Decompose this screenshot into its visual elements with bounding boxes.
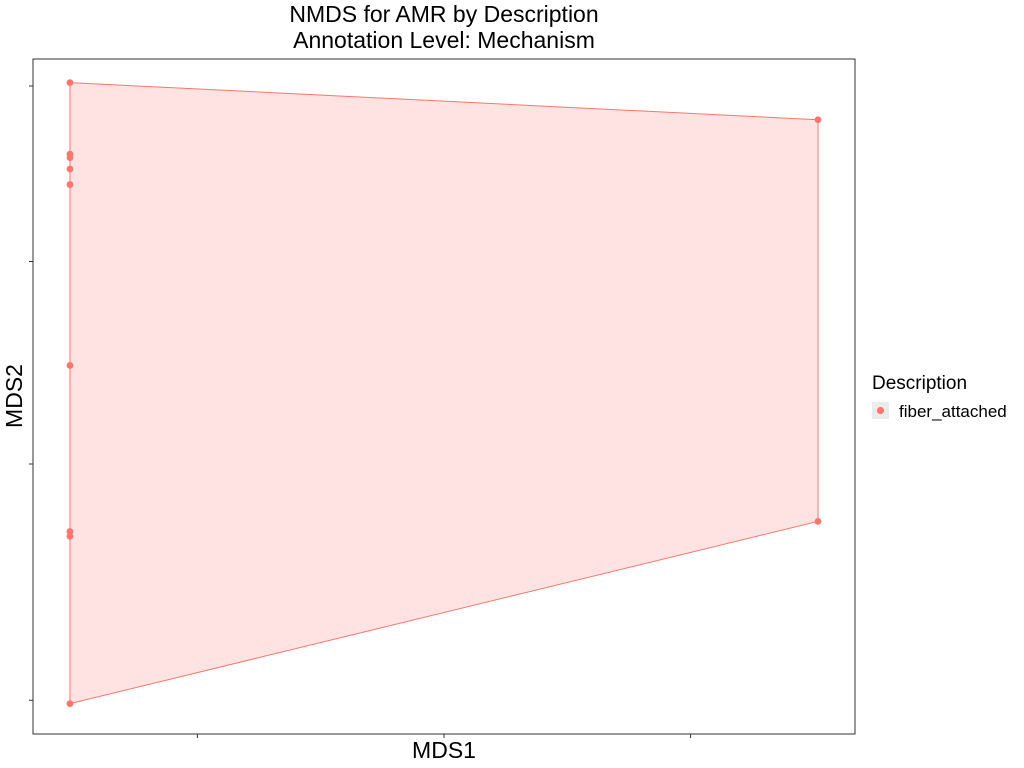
data-point bbox=[66, 532, 74, 540]
data-point bbox=[66, 528, 74, 535]
axis-ticks bbox=[29, 85, 692, 738]
data-point bbox=[66, 700, 74, 708]
y-axis-label: MDS2 bbox=[1, 364, 27, 428]
legend-entry-label: fiber_attached bbox=[899, 402, 1007, 421]
data-point bbox=[814, 517, 822, 525]
legend: Description fiber_attached bbox=[872, 373, 1007, 421]
chart-subtitle: Annotation Level: Mechanism bbox=[293, 27, 595, 53]
data-point bbox=[66, 165, 74, 173]
x-axis-label: MDS1 bbox=[412, 737, 476, 763]
data-point bbox=[66, 154, 74, 161]
data-point bbox=[66, 79, 74, 87]
data-point bbox=[66, 362, 74, 369]
points-layer bbox=[66, 79, 822, 708]
chart-title: NMDS for AMR by Description bbox=[289, 1, 598, 27]
data-point bbox=[66, 181, 74, 188]
legend-key-point bbox=[876, 406, 885, 415]
legend-title: Description bbox=[872, 373, 967, 394]
data-point bbox=[814, 116, 822, 124]
